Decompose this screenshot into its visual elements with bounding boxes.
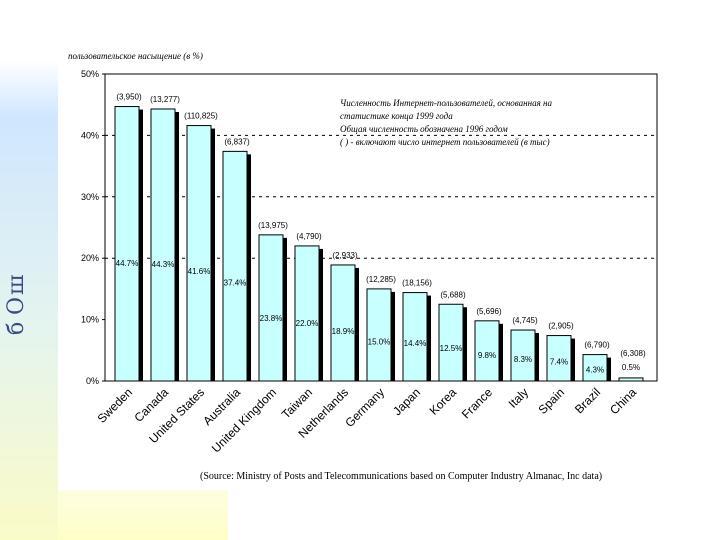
- user-count-label: (5,688): [440, 290, 466, 299]
- user-count-label: (3,950): [116, 93, 142, 102]
- bar: [114, 106, 140, 382]
- bar: [258, 234, 284, 382]
- bar-value-label: 41.6%: [188, 267, 211, 276]
- bar-chart: пользовательское насыщение (в %) 0% 10% 20…: [68, 51, 658, 482]
- bar-value-label: 0.5%: [622, 363, 640, 372]
- source-note: (Source: Ministry of Posts and Telecommu…: [200, 471, 602, 482]
- user-count-label: (110,825): [184, 112, 218, 121]
- category-label: France: [459, 385, 496, 422]
- bar: [474, 320, 500, 382]
- category-label: Korea: [427, 385, 460, 418]
- bar: [582, 354, 608, 382]
- bar: [438, 303, 464, 382]
- note-line: Общая численность обозначена 1996 годом: [340, 124, 508, 134]
- bar: [222, 150, 248, 382]
- user-count-label: (13,975): [258, 221, 288, 230]
- user-count-label: (4,745): [512, 316, 538, 325]
- user-count-label: (6,837): [224, 137, 250, 146]
- category-label: Sweden: [95, 385, 136, 426]
- side-letter: б: [4, 321, 29, 335]
- bar-value-label: 44.7%: [116, 259, 139, 268]
- bar-value-label: 8.3%: [514, 355, 532, 364]
- bar: [150, 108, 176, 382]
- bar-value-label: 18.9%: [332, 327, 355, 336]
- bar-value-label: 7.4%: [550, 357, 568, 366]
- bar: [186, 125, 212, 382]
- bar: [402, 292, 428, 382]
- y-tick-label: 10%: [81, 315, 99, 325]
- y-axis-title: пользовательское насыщение (в %): [68, 51, 203, 61]
- user-count-label: (12,285): [366, 275, 396, 284]
- user-count-label: (4,790): [296, 232, 322, 241]
- y-tick-label: 20%: [81, 253, 99, 263]
- user-count-label: (6,790): [584, 341, 610, 350]
- note-line: статистике конца 1999 года: [340, 111, 453, 121]
- bar-value-label: 12.5%: [440, 344, 463, 353]
- note-box: Численность Интернет-пользователей, осно…: [340, 98, 552, 147]
- bar: [294, 245, 320, 382]
- user-count-label: (2,905): [548, 322, 574, 331]
- bar-value-label: 15.0%: [368, 337, 391, 346]
- left-gradient-strip: [0, 60, 58, 540]
- user-count-label: (6,308): [620, 349, 646, 358]
- category-label: Spain: [536, 385, 568, 417]
- bar-value-label: 22.0%: [296, 319, 319, 328]
- y-tick-label: 50%: [81, 69, 99, 79]
- user-count-label: (5,696): [476, 307, 502, 316]
- user-count-label: (2,933): [332, 251, 358, 260]
- y-tick-layer: 0% 10% 20% 30% 40% 50%: [81, 69, 105, 386]
- bar-value-label: 14.4%: [404, 339, 427, 348]
- y-tick-label: 40%: [81, 130, 99, 140]
- chart-panel: пользовательское насыщение (в %) 0% 10% 20…: [58, 42, 680, 490]
- category-label: Italy: [506, 385, 531, 410]
- category-label: United Kingdom: [209, 385, 279, 455]
- category-label: Japan: [390, 385, 423, 418]
- bar: [510, 329, 536, 382]
- bar: [366, 288, 392, 382]
- bar-value-label: 37.4%: [224, 278, 247, 287]
- y-tick-label: 30%: [81, 192, 99, 202]
- category-label: Germany: [342, 385, 387, 430]
- category-label: China: [607, 385, 639, 417]
- bar: [546, 335, 572, 382]
- bottom-gradient-strip: [58, 490, 228, 540]
- category-label: Brazil: [572, 385, 603, 416]
- bar-value-label: 23.8%: [260, 314, 283, 323]
- user-count-label: (18,156): [402, 279, 432, 288]
- side-decorative-letters: ш О б: [2, 270, 32, 335]
- bar-layer: [114, 106, 647, 382]
- bar-value-label: 44.3%: [152, 260, 175, 269]
- note-line: Численность Интернет-пользователей, осно…: [340, 98, 552, 108]
- bar: [330, 264, 356, 382]
- bar: [618, 377, 644, 382]
- y-tick-label: 0%: [86, 376, 99, 386]
- user-count-label: (13,277): [150, 95, 180, 104]
- bar-value-label: 4.3%: [586, 366, 604, 375]
- bar-value-label: 9.8%: [478, 351, 496, 360]
- note-line: ( ) - включают число интернет пользовате…: [340, 137, 550, 147]
